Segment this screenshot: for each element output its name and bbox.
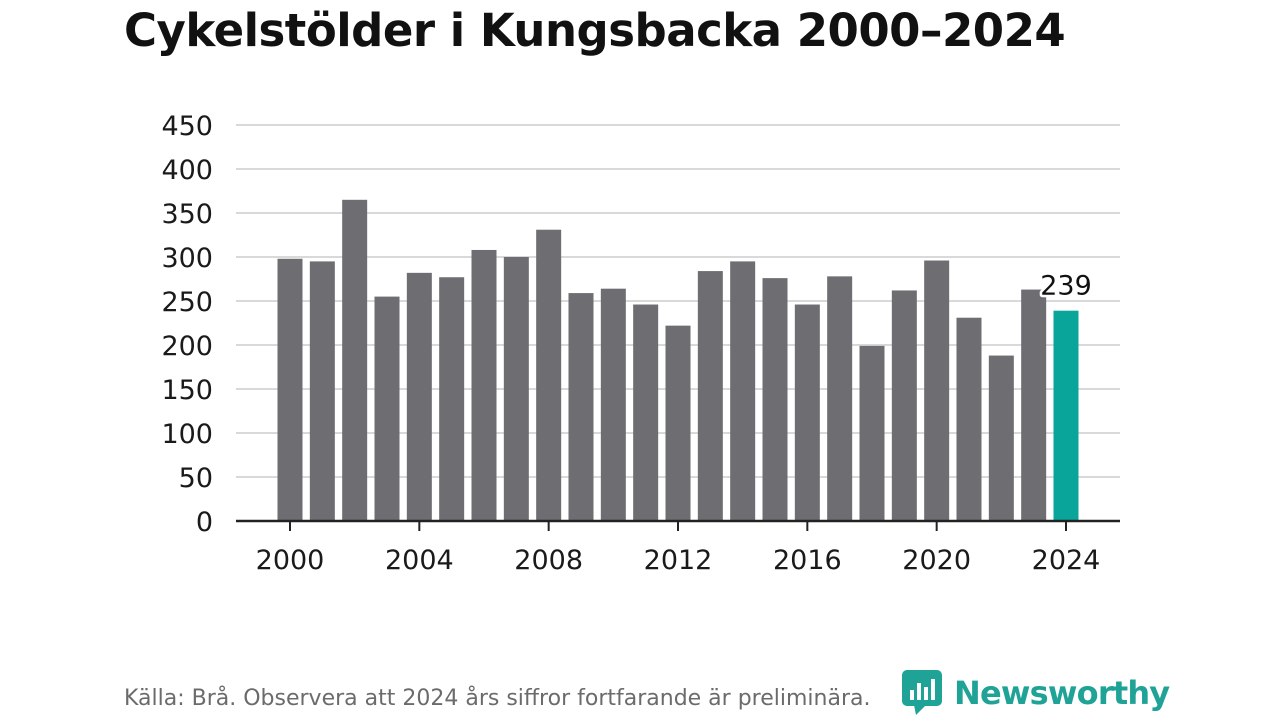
data-label-highlight: 239 [1040, 271, 1092, 302]
bar [730, 261, 756, 521]
x-tick-label: 2020 [902, 545, 971, 576]
source-note: Källa: Brå. Observera att 2024 års siffr… [124, 686, 871, 711]
chart-title: Cykelstölder i Kungsbacka 2000–2024 [124, 4, 1066, 57]
x-axis: 2000 2004 2008 2012 2016 2020 2024 [236, 519, 1120, 576]
x-tick-label: 2024 [1032, 545, 1101, 576]
bar [827, 276, 853, 521]
x-tick-label: 2012 [644, 545, 713, 576]
bar [1021, 289, 1047, 521]
y-tick-label: 50 [179, 463, 213, 494]
bar [794, 304, 820, 521]
bar [1053, 310, 1079, 521]
bar [568, 293, 594, 521]
y-tick-label: 100 [161, 419, 213, 450]
y-tick-label: 350 [161, 199, 213, 230]
bar [924, 260, 950, 521]
y-tick-label: 450 [161, 111, 213, 142]
bar [374, 296, 400, 521]
bar [536, 229, 562, 521]
bar [406, 272, 432, 521]
bar [859, 345, 885, 521]
bar [891, 290, 917, 521]
bar [277, 258, 303, 521]
bar [697, 271, 723, 521]
newsworthy-logo-icon [902, 670, 942, 715]
bar [665, 325, 691, 521]
x-tick-label: 2004 [385, 545, 454, 576]
bar [762, 278, 788, 521]
y-tick-label: 150 [161, 375, 213, 406]
brand-name: Newsworthy [954, 674, 1170, 712]
bar [503, 257, 529, 521]
y-axis: 0 50 100 150 200 250 300 350 400 450 [161, 111, 213, 538]
y-tick-label: 0 [196, 507, 213, 538]
bar [439, 277, 465, 521]
x-tick-label: 2016 [773, 545, 842, 576]
bar [633, 304, 659, 521]
bar [471, 249, 497, 521]
bar [988, 355, 1014, 521]
brand-logo[interactable]: Newsworthy [902, 670, 1170, 716]
x-tick-label: 2000 [256, 545, 325, 576]
bar [600, 288, 626, 521]
bar [956, 317, 982, 521]
bar [309, 261, 335, 521]
data-labels: 239 [1038, 268, 1095, 304]
y-tick-label: 200 [161, 331, 213, 362]
y-tick-label: 300 [161, 243, 213, 274]
bar [342, 199, 368, 522]
y-tick-label: 250 [161, 287, 213, 318]
y-tick-label: 400 [161, 155, 213, 186]
x-tick-label: 2008 [514, 545, 583, 576]
bars [277, 199, 1079, 522]
